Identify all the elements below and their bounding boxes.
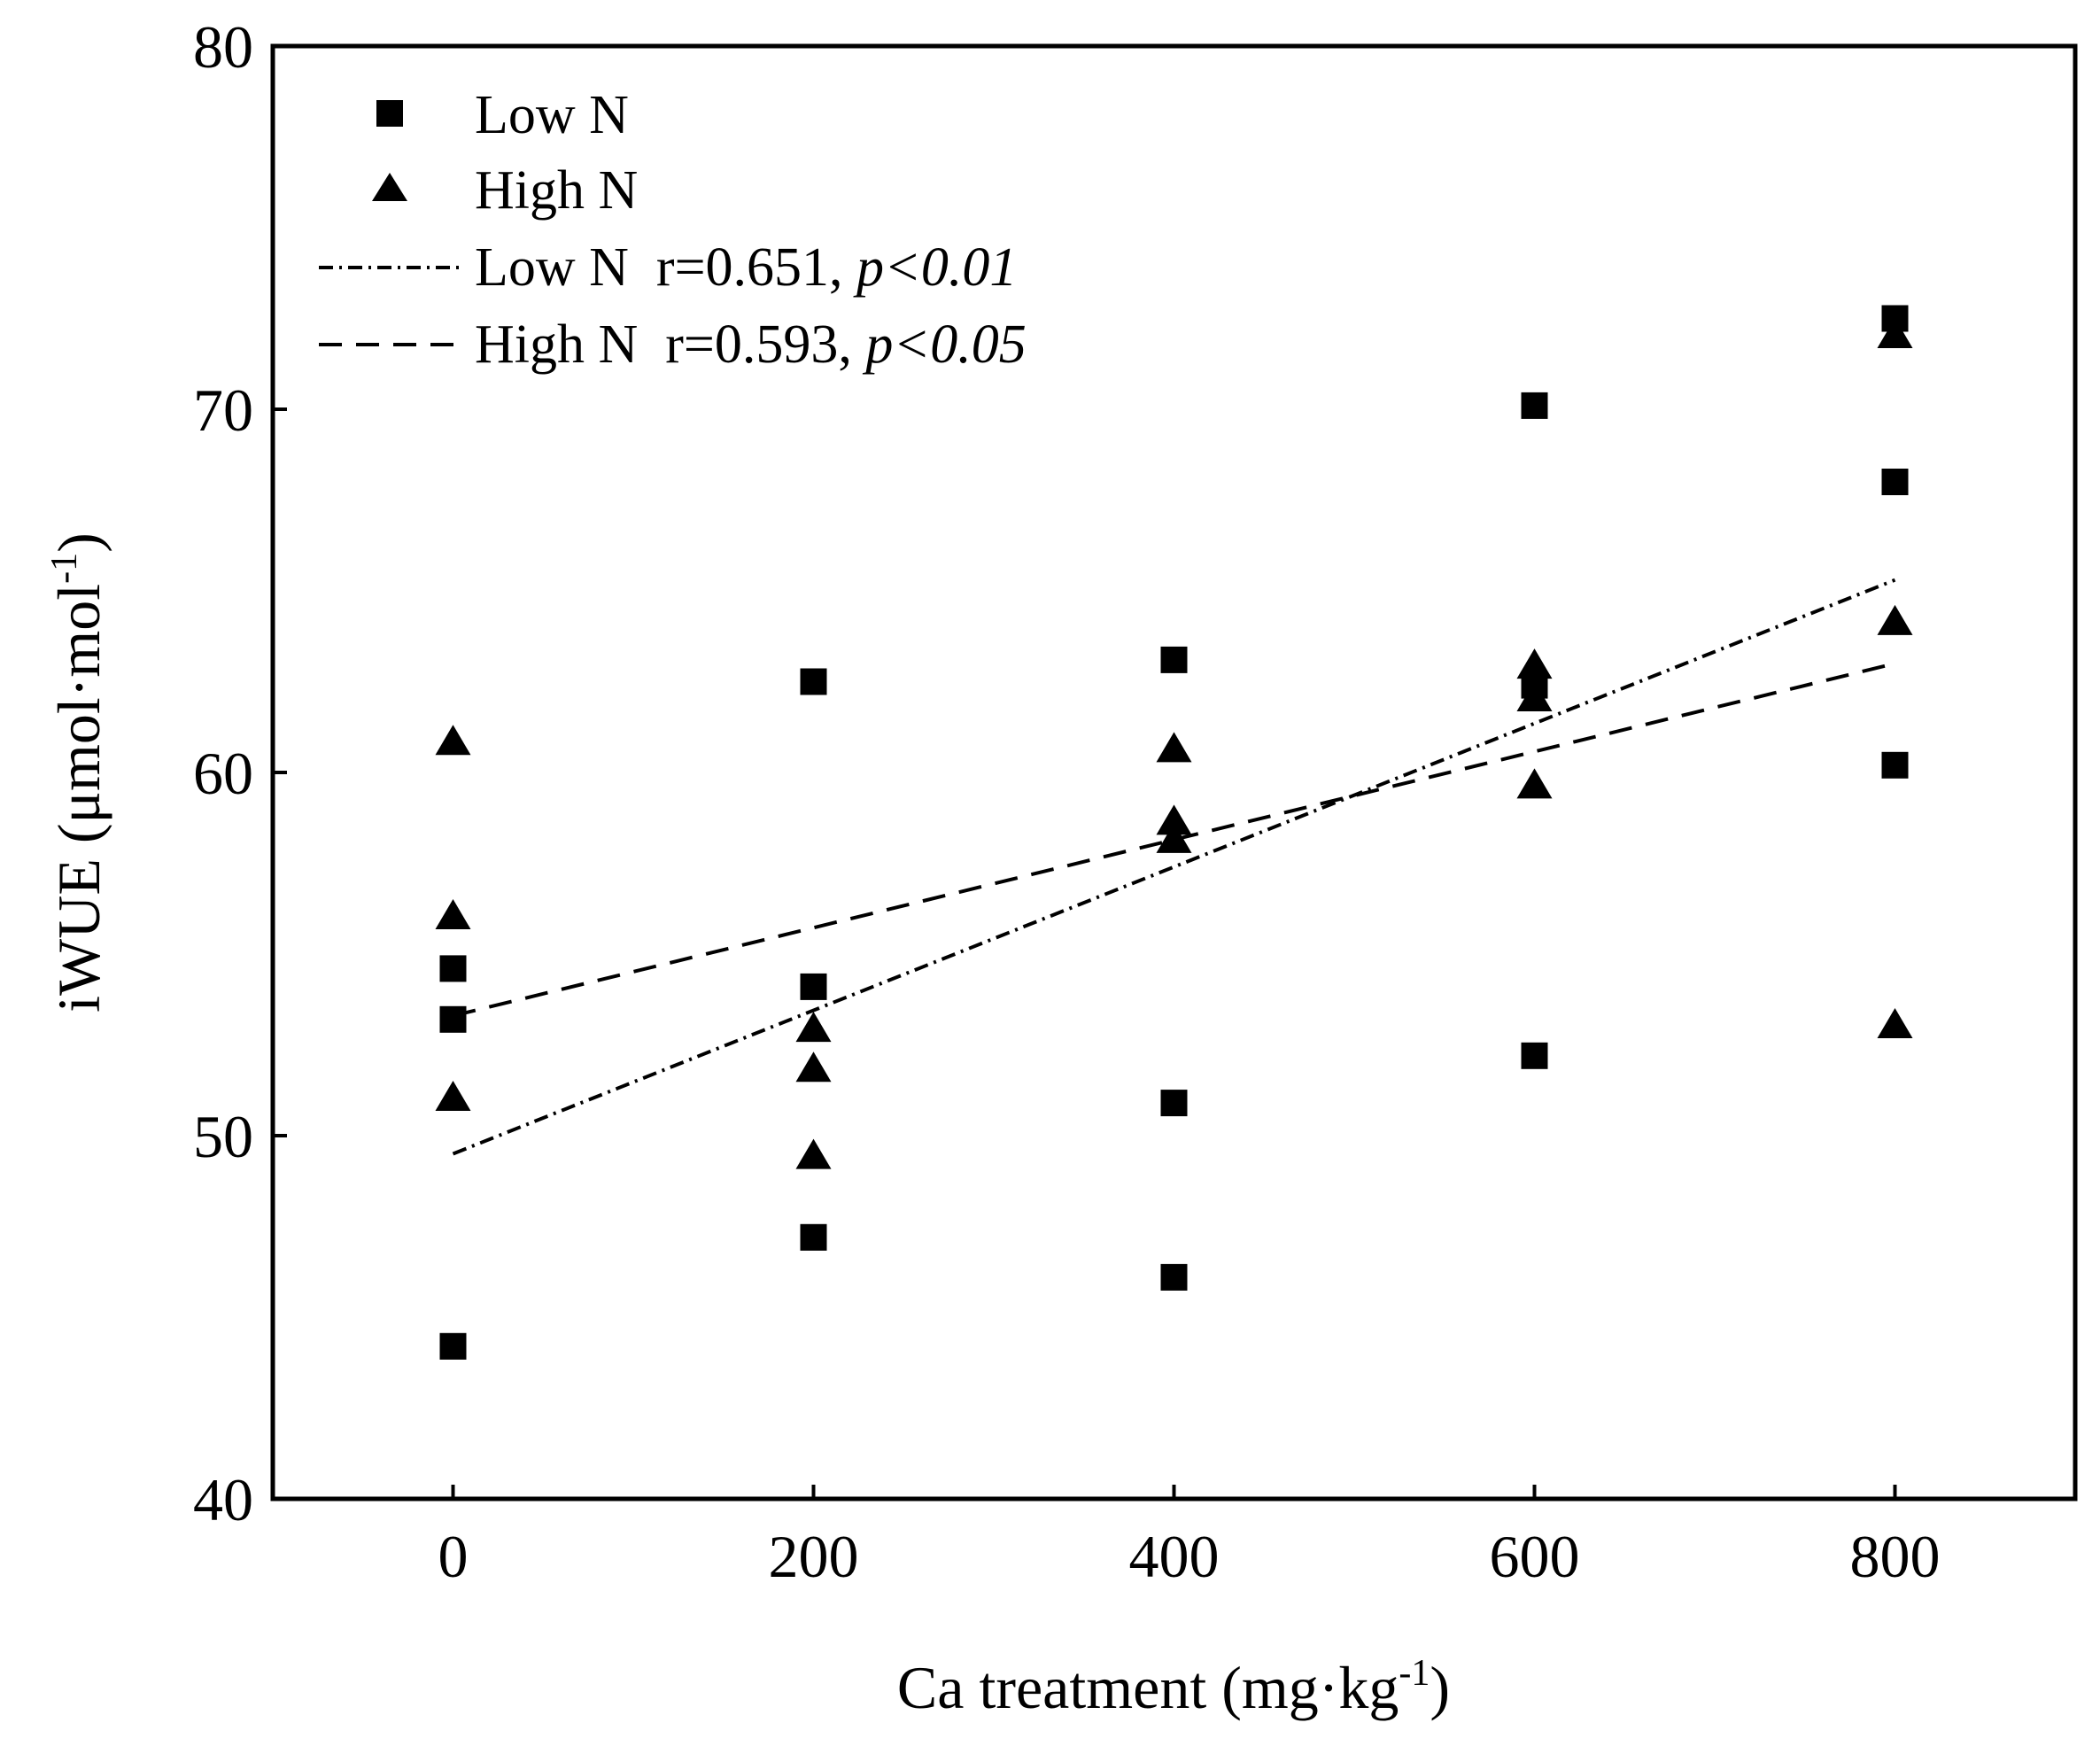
point-low-n [439,955,467,982]
point-low-n [1521,392,1548,419]
legend-label-high-n-fit: High N r=0.593, p<0.05 [475,314,1027,375]
point-high-n [435,725,471,756]
fit-lines [452,578,1896,1156]
y-axis-title: iWUE (μmol·mol-1) [44,532,112,1013]
fit-line-high-n [453,662,1895,1018]
point-low-n [800,668,827,695]
y-tick-label: 40 [193,1466,253,1533]
x-tick-label: 0 [438,1523,469,1590]
point-low-n [439,1332,467,1360]
point-high-n [435,1081,471,1111]
point-high-n [1516,648,1553,679]
y-tick-label: 60 [193,740,253,807]
point-high-n [1877,318,1913,348]
legend-marker-high-n [372,173,407,201]
y-tick-label: 70 [193,376,253,444]
x-tick-label: 800 [1850,1523,1941,1590]
point-high-n [795,1012,832,1043]
axis-ticks [273,44,1897,1501]
point-low-n [1881,751,1909,779]
point-low-n [1160,1263,1188,1291]
legend-label-low-n: Low N [475,85,629,145]
point-high-n [1156,804,1192,835]
x-axis-title: Ca treatment (mg·kg-1) [897,1653,1450,1721]
point-low-n [1160,1090,1188,1117]
point-high-n [1877,1008,1913,1038]
point-low-n [1521,1042,1548,1069]
point-high-n [1877,604,1913,635]
axis-tick-labels: 0 200 400 600 800 40 50 60 70 80 [193,13,1941,1590]
point-low-n [1881,469,1909,495]
legend: Low N High N Low N r=0.651, p<0.01 High … [319,85,1027,375]
point-low-n [800,973,827,1000]
point-low-n [1160,646,1188,673]
point-high-n [795,1138,832,1169]
legend-marker-low-n [376,100,403,127]
legend-label-high-n: High N [475,160,638,221]
x-tick-label: 600 [1490,1523,1580,1590]
point-high-n [435,899,471,929]
point-high-n [1156,732,1192,763]
point-low-n [800,1223,827,1251]
point-low-n [439,1005,467,1033]
point-high-n [1156,822,1192,853]
x-tick-label: 200 [769,1523,859,1590]
point-high-n [795,1051,832,1083]
y-tick-label: 50 [193,1103,253,1170]
data-points [435,305,1913,1360]
legend-label-low-n-fit: Low N r=0.651, p<0.01 [475,237,1017,298]
fit-line-low-n [452,578,1896,1156]
point-high-n [1516,768,1553,799]
y-tick-label: 80 [193,13,253,81]
x-tick-label: 400 [1129,1523,1220,1590]
point-high-n [1516,681,1553,711]
